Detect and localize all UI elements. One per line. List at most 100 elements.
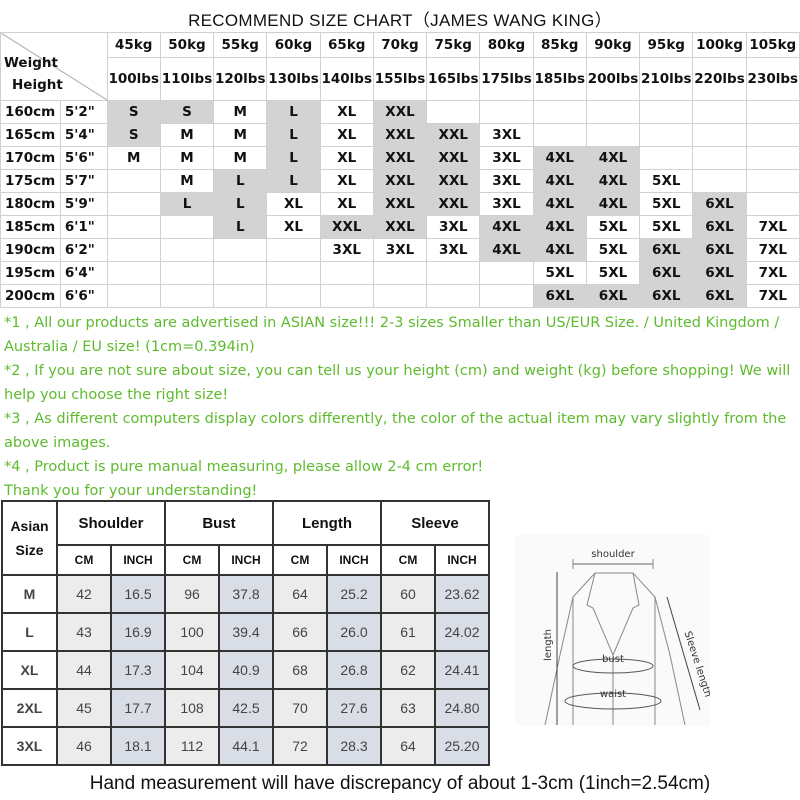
size-cell: 5XL (639, 169, 694, 193)
jacket-diagram: shoulder length Sleeve length bust waist (515, 535, 713, 726)
size-row: 160cm 5'2" S S M L XL XXL (0, 100, 800, 124)
measurement-cell: 62 (380, 650, 436, 690)
size-cell: XXL (372, 215, 428, 239)
size-cell (639, 100, 694, 124)
size-cell: 5XL (639, 215, 694, 239)
size-cell: XXL (372, 123, 428, 147)
kg-header: 45kg (106, 32, 161, 58)
size-cell: 4XL (585, 146, 641, 170)
height-cm: 190cm (0, 238, 61, 262)
size-row: 195cm 6'4" 5XL 5XL 6XL 6XL 7XL (0, 261, 800, 285)
measurement-cell: 42 (56, 574, 112, 614)
lbs-header: 110lbs (159, 57, 215, 101)
size-cell: S (106, 123, 161, 147)
corner-weight-label: Weight (4, 55, 58, 71)
size-cell (692, 123, 747, 147)
size-cell: M (159, 169, 215, 193)
height-ft: 6'2" (59, 238, 108, 262)
kg-header: 80kg (479, 32, 534, 58)
size-header: Asian Size (1, 500, 58, 576)
height-cm: 200cm (0, 284, 61, 308)
unit-inch: INCH (110, 544, 166, 576)
unit-cm: CM (272, 544, 328, 576)
size-cell (585, 123, 641, 147)
size-row: 170cm 5'6" M M M L XL XXL XXL 3XL 4XL 4XL (0, 146, 800, 170)
size-cell: XL (319, 146, 374, 170)
measurement-cell: 24.41 (434, 650, 490, 690)
measurement-cell: 40.9 (218, 650, 274, 690)
size-label: L (1, 612, 58, 652)
height-ft: 5'7" (59, 169, 108, 193)
size-cell: XXL (426, 192, 481, 216)
size-cell (479, 261, 534, 285)
size-cell (692, 100, 747, 124)
measurement-cell: 64 (272, 574, 328, 614)
size-cell: 4XL (585, 192, 641, 216)
size-cell: XXL (372, 146, 428, 170)
size-cell: 5XL (585, 261, 641, 285)
size-cell: 3XL (372, 238, 428, 262)
measurement-cell: 70 (272, 688, 328, 728)
size-cell: L (159, 192, 215, 216)
size-cell (372, 284, 428, 308)
height-cm: 195cm (0, 261, 61, 285)
size-cell: XXL (319, 215, 374, 239)
size-cell: M (159, 123, 215, 147)
measurement-cell: 25.2 (326, 574, 382, 614)
measurement-cell: 24.80 (434, 688, 490, 728)
size-cell: L (266, 146, 321, 170)
label-length: length (543, 629, 554, 661)
size-cell: 3XL (479, 169, 534, 193)
measurement-cell: 24.02 (434, 612, 490, 652)
footer-note: Hand measurement will have discrepancy o… (89, 773, 711, 794)
lbs-header: 185lbs (532, 57, 587, 101)
size-cell (266, 261, 321, 285)
size-cell: 4XL (479, 238, 534, 262)
size-cell: XXL (426, 123, 481, 147)
height-ft: 6'6" (59, 284, 108, 308)
unit-cm: CM (56, 544, 112, 576)
note: *1 , All our products are advertised in … (4, 315, 780, 355)
size-cell: S (106, 100, 161, 124)
size-cell (159, 215, 215, 239)
height-cm: 170cm (0, 146, 61, 170)
measurement-cell: 104 (164, 650, 220, 690)
size-row: 175cm 5'7" M L L XL XXL XXL 3XL 4XL 4XL 5XL (0, 169, 800, 193)
size-cell: XL (319, 100, 374, 124)
measurement-cell: 108 (164, 688, 220, 728)
lbs-header: 130lbs (266, 57, 321, 101)
label-shoulder: shoulder (591, 549, 635, 560)
size-cell: 4XL (532, 192, 587, 216)
size-cell (745, 146, 800, 170)
size-cell: 6XL (692, 215, 747, 239)
size-cell (106, 169, 161, 193)
size-cell (745, 123, 800, 147)
kg-header: 75kg (426, 32, 481, 58)
size-cell: XL (266, 192, 321, 216)
size-cell: M (213, 123, 268, 147)
height-cm: 180cm (0, 192, 61, 216)
size-cell: 6XL (532, 284, 587, 308)
corner-header: Weight Height (0, 32, 108, 101)
size-cell: 7XL (745, 284, 800, 308)
measurement-cell: 66 (272, 612, 328, 652)
measurement-cell: 44 (56, 650, 112, 690)
height-ft: 5'2" (59, 100, 108, 124)
size-cell (106, 261, 161, 285)
measurement-cell: 112 (164, 726, 220, 766)
unit-header-row: CM INCH CM INCH CM INCH CM INCH (2, 544, 490, 576)
measurement-cell: 45 (56, 688, 112, 728)
size-cell (372, 261, 428, 285)
note: *3 , As different computers display colo… (4, 411, 787, 451)
size-cell: L (213, 215, 268, 239)
size-cell: 4XL (479, 215, 534, 239)
size-cell (106, 238, 161, 262)
size-cell (532, 100, 587, 124)
size-cell: 3XL (426, 215, 481, 239)
size-cell (159, 284, 215, 308)
measurement-cell: 96 (164, 574, 220, 614)
size-cell: 6XL (692, 238, 747, 262)
size-label: M (1, 574, 58, 614)
size-cell (266, 238, 321, 262)
size-cell: XL (319, 192, 374, 216)
